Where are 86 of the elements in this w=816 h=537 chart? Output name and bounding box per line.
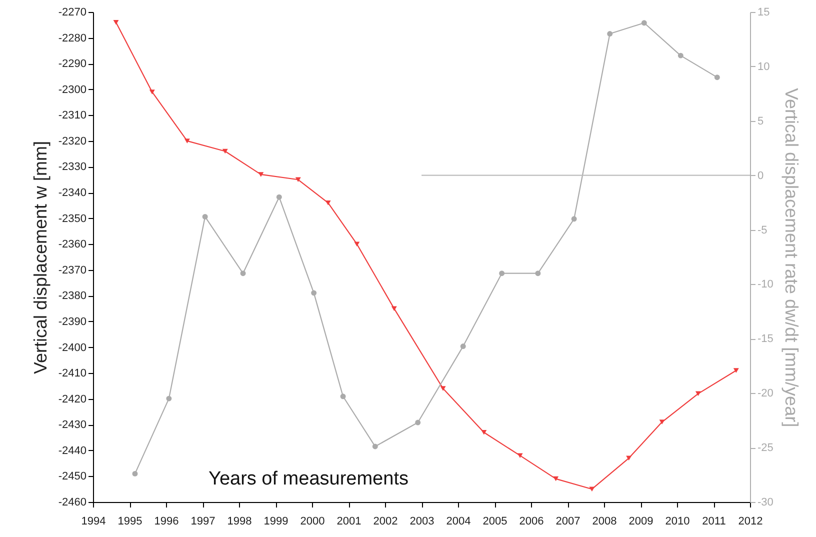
y2-tick-label: -5 (758, 224, 768, 236)
x-tick-label: 2005 (482, 516, 508, 528)
point (481, 430, 487, 435)
y-tick-label: -2460 (58, 496, 86, 508)
y2-tick-label: 10 (758, 60, 770, 73)
point (415, 420, 421, 426)
y-tick-label: -2300 (58, 84, 86, 96)
y2-tick-label: -10 (758, 278, 774, 291)
y-tick-label: -2320 (58, 135, 86, 148)
x-tick-label: 2006 (519, 516, 544, 528)
point (202, 214, 208, 220)
point (517, 453, 523, 458)
point (276, 194, 282, 200)
y2-axis-title: Vertical displacement rate dw/dt [mm/year] (781, 88, 802, 428)
point (222, 148, 228, 154)
x-tick-label: 2003 (410, 516, 434, 528)
point (553, 476, 559, 482)
y-tick-label: -2380 (58, 290, 86, 302)
point (607, 31, 613, 37)
y2-tick-label: -20 (758, 388, 774, 400)
y-tick-label: -2450 (58, 470, 86, 483)
x-tick-label: 2008 (592, 516, 617, 528)
point (295, 177, 301, 182)
x-tick-label: 1998 (227, 516, 252, 528)
point (113, 20, 119, 25)
x-tick-label: 1997 (190, 516, 216, 528)
point (354, 242, 360, 246)
x-tick-label: 1995 (118, 516, 142, 528)
y2-tick-label: 0 (758, 170, 764, 182)
x-tick-label: 2002 (373, 516, 398, 528)
point (240, 270, 246, 276)
point (695, 391, 701, 396)
y-tick-label: -2310 (58, 110, 86, 122)
x-axis-title: Years of measurements (208, 468, 408, 490)
y-tick-label: -2330 (58, 161, 86, 174)
point (372, 444, 378, 450)
point (535, 270, 541, 276)
x-tick-label: 2010 (665, 516, 690, 528)
y-tick-label: -2400 (58, 342, 86, 354)
x-tick-label: 2012 (738, 516, 763, 528)
point (460, 344, 466, 350)
y-tick-label: -2390 (58, 316, 86, 328)
point (258, 172, 264, 177)
point (499, 270, 505, 276)
point (589, 486, 595, 492)
y-tick-label: -2440 (58, 444, 86, 457)
y-tick-label: -2340 (58, 187, 86, 200)
y-tick-label: -2290 (58, 58, 86, 70)
y2-tick-label: -30 (758, 496, 774, 508)
point (714, 74, 720, 80)
y-axis-title: Vertical displacement w [mm] (30, 140, 50, 374)
x-tick-label: 1994 (81, 516, 106, 528)
x-tick-label: 2001 (336, 516, 362, 528)
point (626, 456, 632, 461)
point (166, 396, 172, 402)
point (132, 470, 138, 476)
y-tick-label: -2270 (58, 6, 86, 18)
y2-tick-label: -25 (758, 442, 774, 454)
y2-tick-label: 15 (758, 6, 770, 18)
x-tick-label: 1999 (264, 516, 288, 528)
y2-tick-label: -15 (758, 333, 774, 346)
y-tick-label: -2350 (58, 212, 86, 225)
point (149, 90, 155, 94)
x-tick-label: 2004 (446, 516, 471, 528)
point (733, 368, 739, 373)
point (641, 20, 647, 26)
y-tick-label: -2370 (58, 264, 86, 276)
y-tick-label: -2410 (58, 368, 86, 380)
point (571, 216, 577, 222)
point (391, 306, 397, 311)
x-tick-label: 2009 (628, 516, 654, 528)
x-tick-label: 1996 (154, 516, 179, 528)
point (184, 138, 190, 144)
x-tick-label: 2000 (300, 516, 325, 528)
y-tick-label: -2430 (58, 419, 86, 432)
x-tick-label: 2007 (556, 516, 580, 528)
point (440, 386, 446, 391)
point (311, 290, 317, 296)
y-tick-label: -2360 (58, 238, 86, 251)
x-tick-label: 2011 (702, 516, 726, 528)
y2-tick-label: 5 (758, 115, 764, 128)
y-tick-label: -2420 (58, 393, 86, 406)
y-tick-label: -2280 (58, 32, 86, 44)
point (340, 394, 346, 400)
point (678, 52, 684, 58)
point (659, 420, 665, 424)
